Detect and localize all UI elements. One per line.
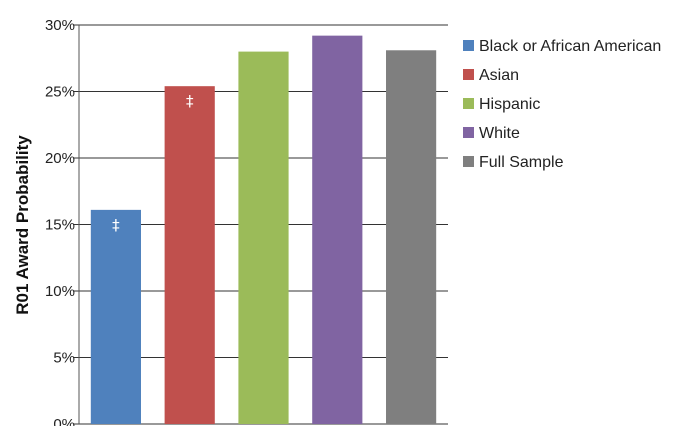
legend-swatch	[463, 69, 474, 80]
bar-white	[312, 35, 363, 424]
legend-swatch	[463, 156, 474, 167]
y-tick-label: 30%	[45, 17, 75, 34]
bar-full-sample	[386, 50, 437, 425]
y-tick-label: 15%	[45, 217, 75, 234]
legend-swatch	[463, 127, 474, 138]
bar-annotations: ‡‡	[112, 92, 194, 234]
bar-hispanic	[238, 51, 289, 424]
y-axis-ticks: 0% 5% 10% 15% 20% 25% 30%	[45, 17, 79, 426]
legend-label: Asian	[479, 67, 519, 84]
bars	[90, 35, 437, 425]
y-tick-label: 5%	[53, 350, 75, 367]
legend-label: Hispanic	[479, 96, 540, 113]
y-tick-label: 10%	[45, 283, 75, 300]
legend-label: Full Sample	[479, 154, 564, 171]
legend: Black or African American Asian Hispanic Wh…	[463, 38, 661, 171]
bar-annotation: ‡	[186, 92, 194, 110]
bar-black-or-african-american	[90, 209, 141, 424]
y-axis-title: R01 Award Probability	[13, 135, 32, 315]
legend-swatch	[463, 40, 474, 51]
legend-label: White	[479, 125, 520, 142]
y-tick-label: 25%	[45, 84, 75, 101]
legend-label: Black or African American	[479, 38, 661, 55]
bar-annotation: ‡	[112, 216, 120, 234]
legend-swatch	[463, 98, 474, 109]
bar-asian	[164, 86, 215, 425]
y-tick-label: 20%	[45, 150, 75, 167]
y-tick-label: 0%	[53, 416, 75, 426]
